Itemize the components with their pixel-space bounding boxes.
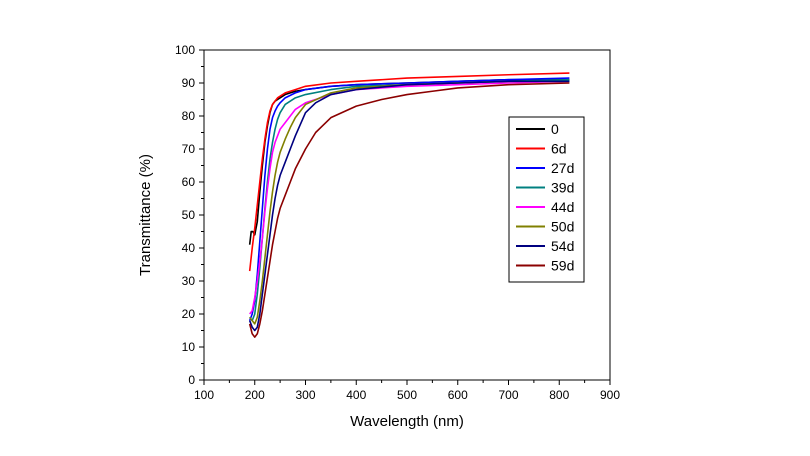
legend-label-44d: 44d [551, 199, 574, 215]
y-tick-label: 50 [182, 208, 196, 222]
x-tick-label: 200 [245, 388, 265, 402]
x-tick-label: 400 [346, 388, 366, 402]
y-axis-title: Transmittance (%) [137, 154, 154, 276]
x-axis-title: Wavelength (nm) [350, 413, 464, 430]
y-tick-label: 30 [182, 274, 196, 288]
series-layer [248, 72, 570, 338]
legend-label-6d: 6d [551, 141, 567, 157]
legend-label-59d: 59d [551, 258, 574, 274]
series-line-39d [249, 78, 570, 322]
x-tick-label: 700 [498, 388, 518, 402]
y-tick-label: 20 [182, 307, 196, 321]
legend-label-50d: 50d [551, 219, 574, 235]
y-tick-label: 100 [175, 43, 195, 57]
legend-label-54d: 54d [551, 238, 574, 254]
y-tick-label: 70 [182, 142, 196, 156]
x-tick-label: 800 [549, 388, 569, 402]
y-tick-label: 80 [182, 109, 196, 123]
y-tick-label: 10 [182, 340, 196, 354]
x-tick-label: 100 [194, 388, 214, 402]
legend-box [508, 116, 585, 283]
series-line-6d [248, 72, 570, 272]
y-tick-label: 0 [188, 373, 195, 387]
x-tick-label: 300 [295, 388, 315, 402]
x-tick-label: 900 [600, 388, 620, 402]
legend-label-39d: 39d [551, 180, 574, 196]
x-tick-label: 600 [448, 388, 468, 402]
series-line-27d [248, 77, 570, 321]
series-line-50d [249, 80, 570, 325]
legend-label-0: 0 [551, 121, 559, 137]
y-tick-label: 90 [182, 76, 196, 90]
legend-label-27d: 27d [551, 160, 574, 176]
x-tick-label: 500 [397, 388, 417, 402]
axis-ticks: 100 200 300 400 500 600 700 800 9000102030405060… [175, 43, 620, 402]
legend: 0 6d 27d 39d 44d 50d 54d 59d [508, 116, 585, 283]
series-line-59d [248, 82, 570, 338]
y-tick-label: 40 [182, 241, 196, 255]
series-line-54d [248, 80, 570, 332]
y-tick-label: 60 [182, 175, 196, 189]
